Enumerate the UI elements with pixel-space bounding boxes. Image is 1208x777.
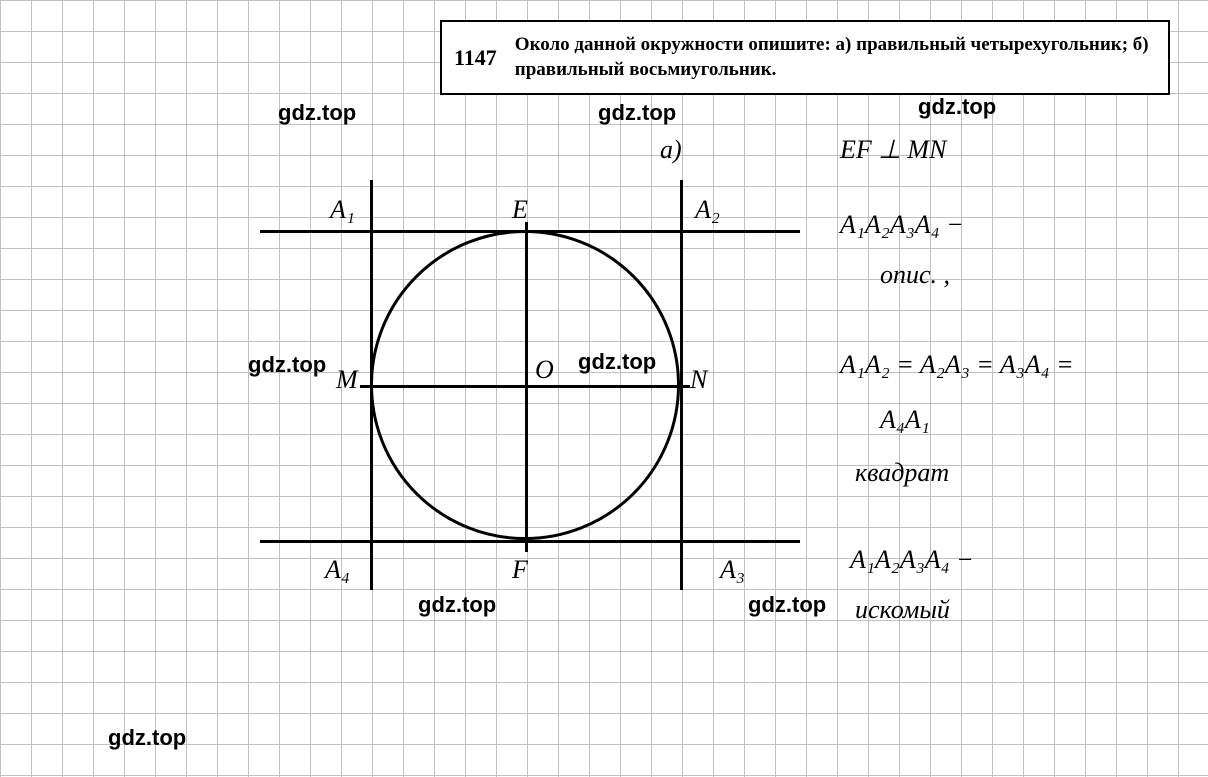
problem-box: 1147 Около данной окружности опишите: а)… xyxy=(440,20,1170,95)
main-circle xyxy=(370,230,680,540)
geometry-diagram: A₁ A₂ A₃ A₄ E F M N O xyxy=(260,210,800,650)
watermark: gdz.top xyxy=(108,725,186,751)
label-f: F xyxy=(512,555,528,585)
label-m: M xyxy=(336,365,358,395)
problem-number: 1147 xyxy=(454,45,497,71)
label-n: N xyxy=(690,365,707,395)
problem-text: Около данной окружности опишите: а) прав… xyxy=(515,33,1156,82)
watermark: gdz.top xyxy=(918,94,996,120)
label-a4: A₄ xyxy=(325,555,350,585)
tangent-line-right xyxy=(680,180,683,590)
note-square: квадрат xyxy=(855,458,949,488)
note-part-a: a) xyxy=(660,135,682,165)
label-o: O xyxy=(535,355,554,385)
note-square-name: A₁A₂A₃A₄ − xyxy=(840,210,964,240)
label-a1: A₁ xyxy=(330,195,355,225)
note-sides-equal: A₁A₂ = A₂A₃ = A₃A₄ = xyxy=(840,350,1074,380)
watermark: gdz.top xyxy=(598,100,676,126)
note-described: опис. , xyxy=(880,260,950,290)
note-sought: искомый xyxy=(855,595,950,625)
note-side-a4a1: A₄A₁ xyxy=(880,405,930,435)
tangent-line-bottom xyxy=(260,540,800,543)
label-e: E xyxy=(512,195,528,225)
label-a2: A₂ xyxy=(695,195,720,225)
note-perpendicular: EF ⊥ MN xyxy=(840,135,946,165)
note-result-name: A₁A₂A₃A₄ − xyxy=(850,545,974,575)
watermark: gdz.top xyxy=(278,100,356,126)
label-a3: A₃ xyxy=(720,555,745,585)
